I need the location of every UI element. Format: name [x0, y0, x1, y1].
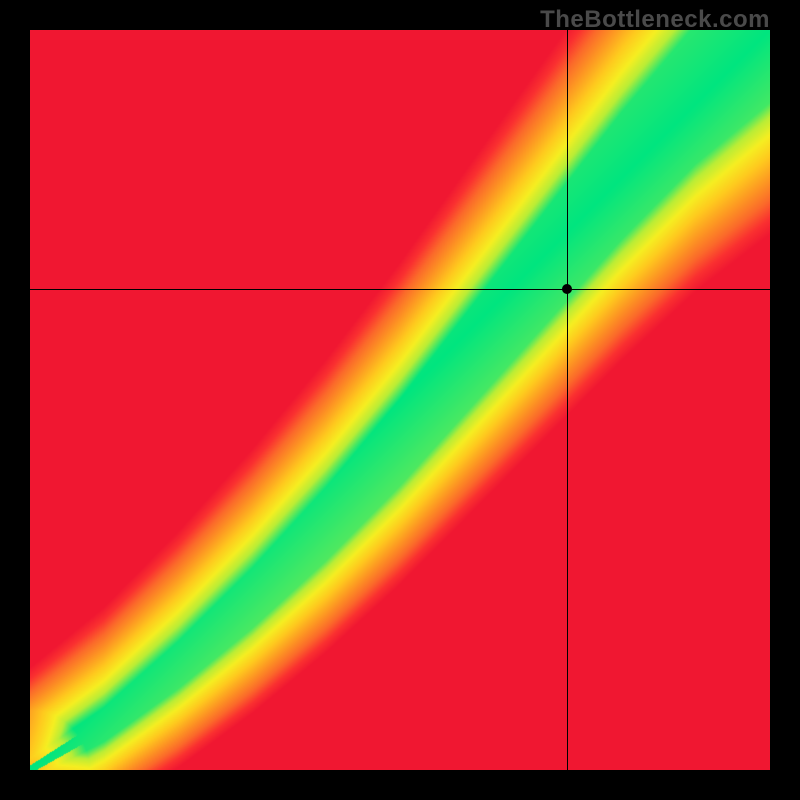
crosshair-marker [562, 284, 572, 294]
crosshair-vertical [567, 30, 568, 770]
plot-area [30, 30, 770, 770]
bottleneck-heatmap [30, 30, 770, 770]
watermark-text: TheBottleneck.com [540, 6, 770, 34]
crosshair-horizontal [30, 289, 770, 290]
chart-frame: TheBottleneck.com [0, 0, 800, 800]
